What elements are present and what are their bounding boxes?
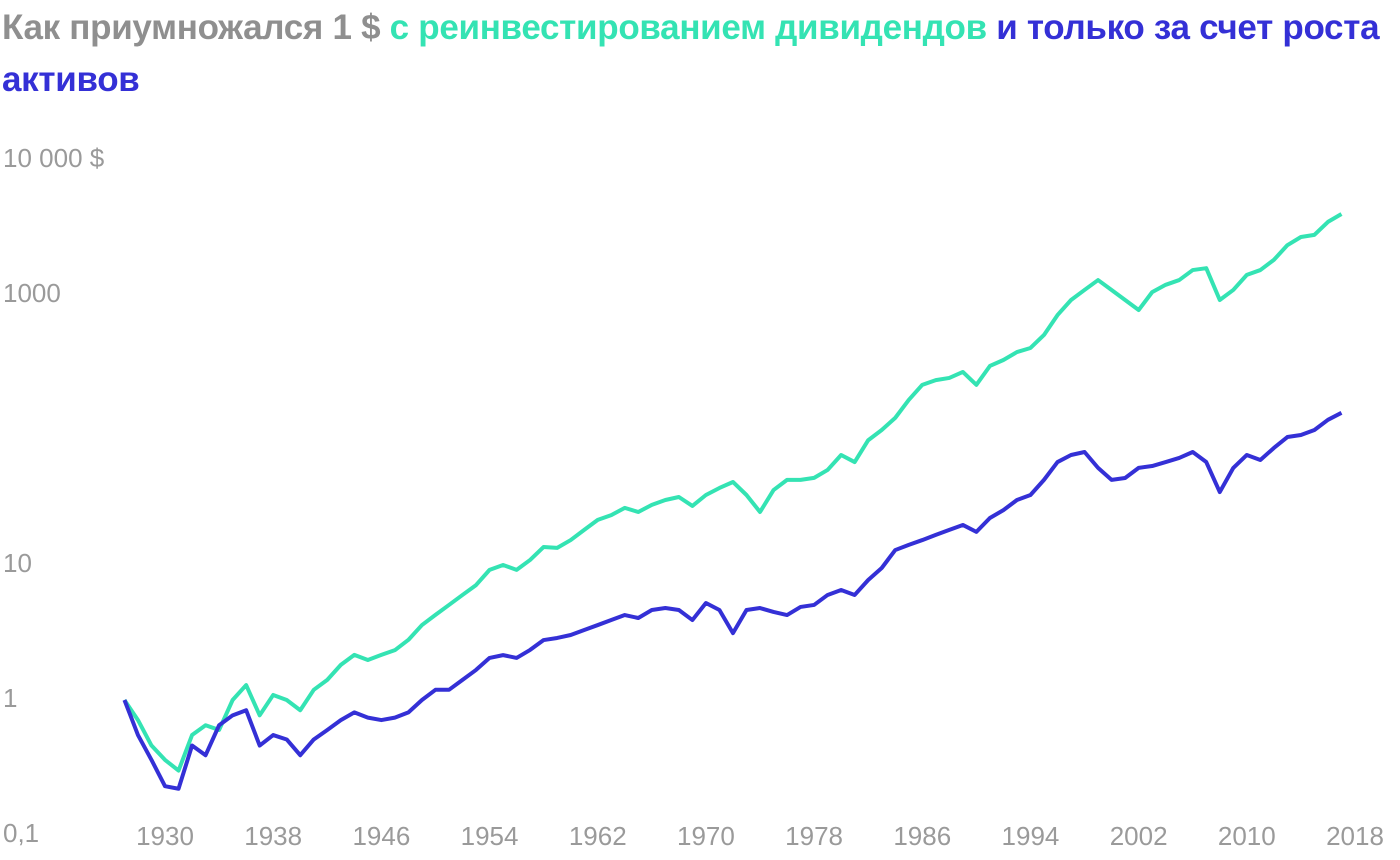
y-tick-label: 0,1 xyxy=(3,818,39,848)
x-tick-label: 1986 xyxy=(893,821,951,851)
x-tick-label: 1962 xyxy=(569,821,627,851)
y-tick-label: 1000 xyxy=(3,278,61,308)
series-line xyxy=(122,411,1343,791)
y-tick-label: 1 xyxy=(3,683,17,713)
x-tick-label: 1954 xyxy=(461,821,519,851)
x-tick-label: 2002 xyxy=(1110,821,1168,851)
series-line xyxy=(122,212,1343,773)
y-tick-label: 10 000 $ xyxy=(3,143,105,173)
legend-entry: и только за счет роста активов xyxy=(2,8,1380,99)
x-tick-label: 1994 xyxy=(1002,821,1060,851)
x-tick-label: 1938 xyxy=(244,821,302,851)
x-tick-label: 1930 xyxy=(136,821,194,851)
x-tick-label: 2010 xyxy=(1218,821,1276,851)
x-tick-label: 2018 xyxy=(1326,821,1384,851)
legend-entry: с реинвестированием дивидендов xyxy=(389,8,987,47)
x-tick-label: 1970 xyxy=(677,821,735,851)
y-tick-label: 10 xyxy=(3,548,32,578)
x-tick-label: 1978 xyxy=(785,821,843,851)
x-tick-label: 1946 xyxy=(352,821,410,851)
chart-title: Как приумножался 1 $ xyxy=(2,8,381,47)
title-block: Как приумножался 1 $ с реинвестированием… xyxy=(2,2,1398,106)
